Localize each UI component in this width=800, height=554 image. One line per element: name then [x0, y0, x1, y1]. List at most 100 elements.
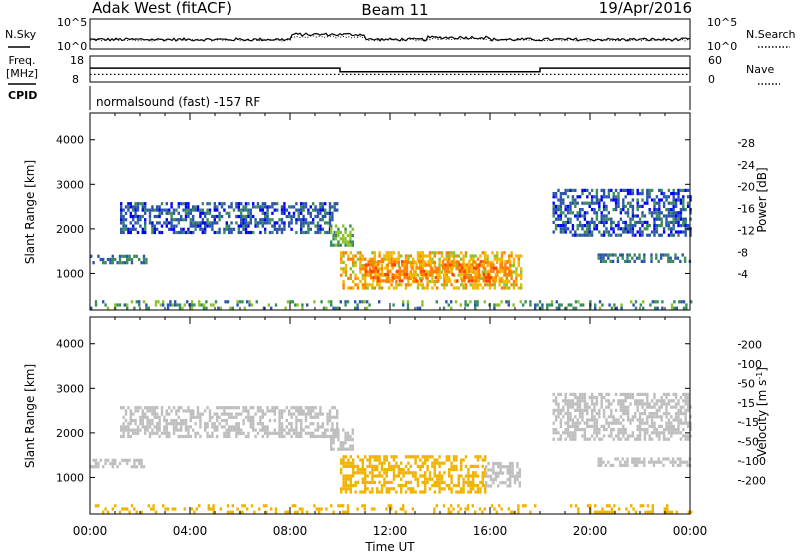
- echo-cell: [426, 254, 429, 258]
- echo-cell: [455, 464, 458, 468]
- echo-cell: [266, 431, 269, 435]
- echo-cell: [194, 224, 197, 228]
- echo-cell: [512, 270, 516, 274]
- echo-cell: [216, 425, 219, 429]
- echo-cell: [449, 279, 452, 283]
- echo-cell: [361, 273, 364, 277]
- echo-cell: [321, 425, 324, 429]
- echo-cell: [211, 221, 214, 225]
- echo-cell: [624, 227, 627, 231]
- echo-cell: [295, 422, 298, 426]
- echo-cell: [619, 460, 622, 464]
- echo-cell: [512, 280, 516, 284]
- echo-cell: [686, 396, 690, 400]
- echo-cell: [283, 221, 286, 225]
- echo-cell: [686, 204, 690, 208]
- echo-cell: [566, 217, 570, 221]
- echo-cell: [646, 220, 649, 224]
- echo-cell: [290, 412, 293, 416]
- echo-cell: [403, 260, 406, 264]
- echo-cell: [622, 434, 625, 438]
- echo-cell: [147, 306, 150, 310]
- echo-cell: [247, 418, 250, 423]
- echo-cell: [470, 263, 473, 267]
- echo-cell: [534, 504, 537, 508]
- echo-cell: [330, 240, 333, 244]
- echo-cell: [500, 260, 504, 264]
- echo-cell: [321, 218, 324, 222]
- echo-cell: [407, 283, 410, 287]
- echo-cell: [499, 461, 502, 466]
- echo-cell: [479, 264, 482, 268]
- echo-cell: [651, 510, 654, 514]
- echo-cell: [610, 510, 614, 514]
- echo-cell: [124, 227, 128, 231]
- echo-cell: [328, 418, 332, 423]
- echo-cell: [168, 221, 171, 225]
- echo-cell: [218, 406, 221, 410]
- echo-cell: [300, 412, 303, 416]
- echo-cell: [321, 205, 324, 209]
- echo-cell: [90, 306, 93, 310]
- echo-cell: [566, 408, 570, 412]
- echo-cell: [474, 510, 477, 514]
- echo-cell: [351, 438, 354, 442]
- echo-cell: [629, 421, 632, 425]
- echo-cell: [482, 263, 485, 267]
- echo-cell: [570, 303, 573, 307]
- echo-cell: [339, 504, 342, 508]
- echo-cell: [271, 211, 274, 215]
- echo-cell: [409, 464, 412, 468]
- echo-cell: [578, 408, 582, 412]
- echo-cell: [444, 269, 447, 273]
- echo-cell: [349, 444, 352, 448]
- echo-cell: [309, 415, 312, 419]
- echo-cell: [621, 457, 624, 461]
- echo-cell: [276, 208, 279, 212]
- echo-cell: [469, 254, 472, 258]
- echo-cell: [342, 455, 345, 459]
- echo-cell: [629, 396, 632, 400]
- echo-cell: [441, 266, 445, 270]
- echo-cell: [574, 396, 577, 400]
- echo-cell: [285, 431, 288, 435]
- echo-cell: [440, 461, 444, 465]
- echo-cell: [346, 434, 350, 438]
- power-x-ticks: [89, 113, 691, 310]
- echo-cell: [572, 306, 575, 310]
- echo-cell: [128, 458, 131, 462]
- echo-cell: [144, 230, 147, 235]
- echo-cell: [231, 306, 234, 310]
- echo-cell: [677, 230, 680, 234]
- echo-cell: [564, 402, 567, 406]
- echo-cell: [598, 510, 602, 514]
- echo-cell: [667, 421, 671, 425]
- echo-cell: [640, 259, 644, 263]
- echo-cell: [351, 243, 354, 247]
- echo-cell: [385, 507, 388, 511]
- echo-cell: [638, 457, 641, 461]
- echo-cell: [344, 227, 347, 231]
- echo-cell: [569, 399, 572, 403]
- echo-cell: [134, 221, 137, 225]
- echo-cell: [669, 256, 672, 260]
- echo-cell: [674, 230, 678, 234]
- echo-cell: [252, 425, 255, 429]
- echo-cell: [388, 257, 391, 261]
- echo-cell: [665, 412, 668, 416]
- echo-cell: [359, 254, 362, 258]
- echo-cell: [339, 237, 342, 241]
- echo-cell: [476, 303, 479, 307]
- echo-cell: [590, 195, 594, 199]
- echo-cell: [120, 221, 123, 225]
- echo-cell: [111, 465, 114, 469]
- echo-cell: [636, 399, 639, 403]
- echo-cell: [631, 224, 635, 228]
- echo-cell: [426, 270, 429, 274]
- echo-cell: [182, 218, 185, 222]
- echo-cell: [145, 306, 148, 310]
- echo-cell: [517, 507, 520, 511]
- echo-cell: [124, 418, 128, 423]
- echo-cell: [361, 254, 364, 258]
- echo-cell: [390, 487, 393, 491]
